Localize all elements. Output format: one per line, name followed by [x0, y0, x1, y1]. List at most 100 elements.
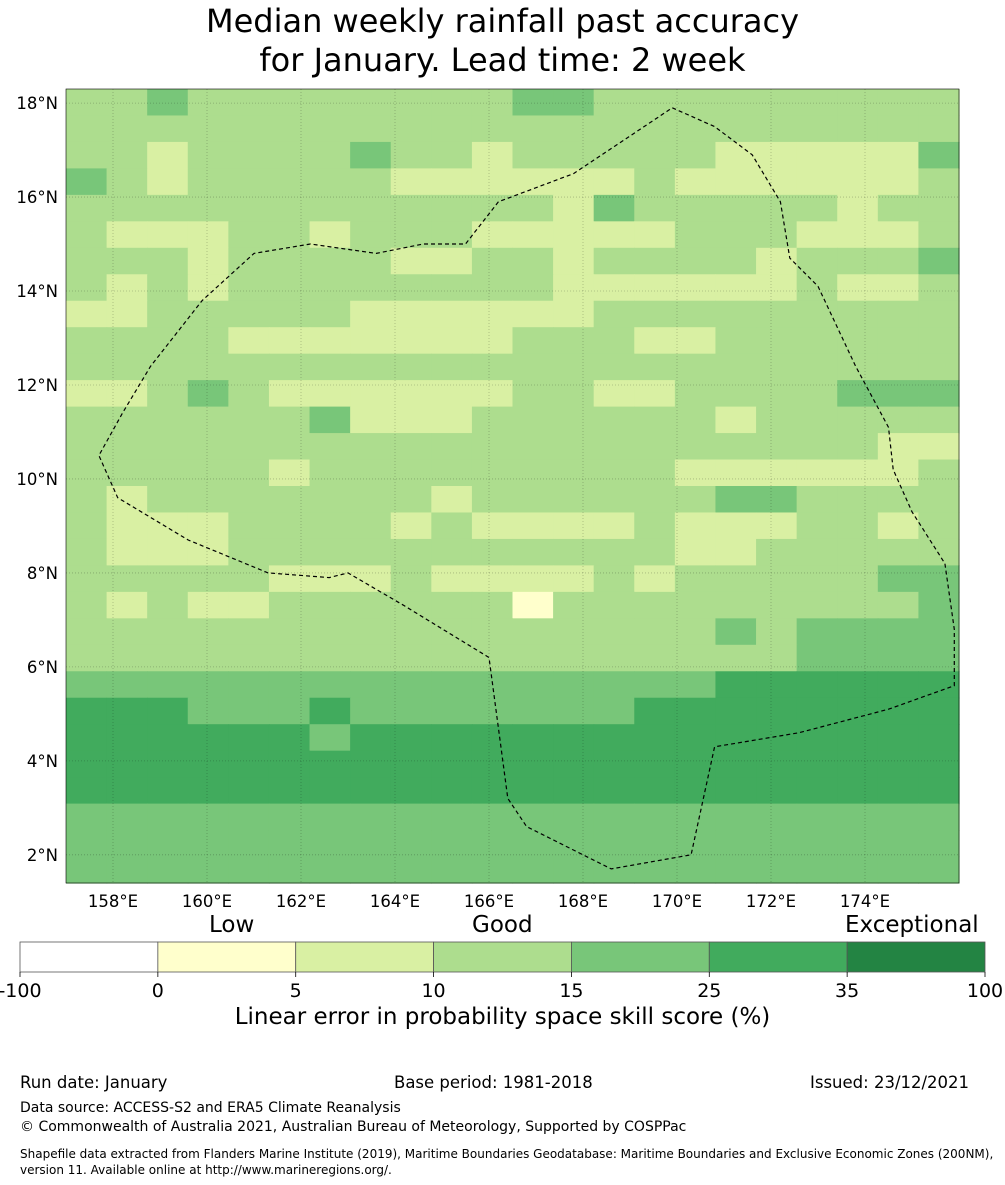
skill-cell: [309, 247, 351, 275]
skill-cell: [390, 168, 432, 196]
skill-cell: [106, 777, 148, 805]
skill-cell: [918, 512, 960, 540]
skill-cell: [593, 89, 635, 117]
colorbar-segment: [19, 941, 159, 973]
skill-cell: [66, 433, 108, 461]
skill-cell: [187, 486, 229, 514]
skill-cell: [471, 274, 514, 302]
skill-cell: [431, 327, 473, 355]
skill-cell: [350, 856, 392, 884]
skill-cell: [228, 194, 270, 222]
skill-cell: [553, 380, 595, 408]
skill-cell: [268, 353, 311, 381]
skill-cell: [390, 141, 432, 169]
lon-tick-label: 158°E: [88, 892, 138, 911]
skill-cell: [390, 300, 432, 328]
skill-cell: [796, 512, 838, 540]
skill-cell: [796, 697, 838, 725]
skill-cell: [66, 750, 108, 778]
skill-cell: [147, 406, 189, 434]
skill-cell: [715, 274, 757, 302]
skill-cell: [634, 644, 676, 672]
colorbar-segment: [571, 941, 710, 973]
skill-cell: [877, 618, 920, 646]
colorbar-tick-label: 15: [559, 980, 583, 1002]
skill-cell: [918, 724, 960, 752]
skill-cell: [715, 247, 757, 275]
colorbar-label-low: Low: [209, 912, 255, 938]
skill-cell: [634, 538, 676, 566]
skill-cell: [512, 565, 554, 593]
skill-cell: [350, 512, 392, 540]
skill-cell: [431, 353, 473, 381]
skill-cell: [106, 406, 148, 434]
skill-cell: [350, 274, 392, 302]
skill-cell: [837, 115, 879, 143]
skill-cell: [66, 591, 108, 619]
skill-cell: [553, 433, 595, 461]
skill-cell: [715, 777, 757, 805]
skill-cell: [390, 512, 432, 540]
colorbar-tick-label: 10: [421, 980, 445, 1002]
skill-cell: [147, 750, 189, 778]
skill-cell: [106, 750, 148, 778]
skill-cell: [593, 538, 635, 566]
skill-cell: [147, 115, 189, 143]
skill-cell: [431, 830, 473, 858]
lon-tick-label: 172°E: [746, 892, 796, 911]
skill-cell: [390, 380, 432, 408]
skill-cell: [390, 803, 432, 831]
lat-tick-label: 4°N: [27, 752, 58, 771]
skill-cell: [147, 724, 189, 752]
skill-cell: [837, 777, 879, 805]
run-date: Run date: January: [20, 1073, 168, 1092]
skill-cell: [756, 565, 798, 593]
skill-cell: [66, 724, 108, 752]
skill-cell: [471, 380, 514, 408]
skill-cell: [106, 618, 148, 646]
skill-cell: [350, 89, 392, 117]
skill-cell: [796, 750, 838, 778]
issued-date: Issued: 23/12/2021: [810, 1073, 970, 1092]
skill-cell: [187, 406, 229, 434]
skill-cell: [553, 221, 595, 249]
skill-cell: [471, 591, 514, 619]
skill-cell: [390, 697, 432, 725]
skill-cell: [674, 300, 717, 328]
skill-cell: [756, 274, 798, 302]
skill-cell: [715, 380, 757, 408]
skill-cell: [147, 433, 189, 461]
skill-cell: [268, 89, 311, 117]
skill-cell: [674, 353, 717, 381]
skill-cell: [431, 115, 473, 143]
skill-cell: [715, 697, 757, 725]
skill-cell: [715, 671, 757, 699]
skill-cell: [553, 565, 595, 593]
skill-cell: [674, 194, 717, 222]
skill-cell: [715, 327, 757, 355]
skill-cell: [756, 856, 798, 884]
skill-cell: [796, 538, 838, 566]
skill-cell: [918, 353, 960, 381]
skill-cell: [837, 380, 879, 408]
skill-cell: [715, 353, 757, 381]
skill-cell: [431, 724, 473, 752]
skill-cell: [268, 380, 311, 408]
skill-cell: [431, 380, 473, 408]
skill-cell: [715, 591, 757, 619]
skill-cell: [512, 591, 554, 619]
skill-cell: [918, 247, 960, 275]
skill-cell: [512, 777, 554, 805]
skill-cell: [66, 327, 108, 355]
skill-cell: [147, 777, 189, 805]
colorbar-tick-label: 25: [697, 980, 721, 1002]
skill-cell: [106, 459, 148, 487]
skill-cell: [187, 724, 229, 752]
skill-cell: [309, 777, 351, 805]
skill-cell: [796, 777, 838, 805]
lat-tick-label: 14°N: [16, 282, 58, 301]
skill-cell: [918, 380, 960, 408]
skill-cell: [187, 644, 229, 672]
skill-cell: [187, 89, 229, 117]
skill-cell: [390, 671, 432, 699]
